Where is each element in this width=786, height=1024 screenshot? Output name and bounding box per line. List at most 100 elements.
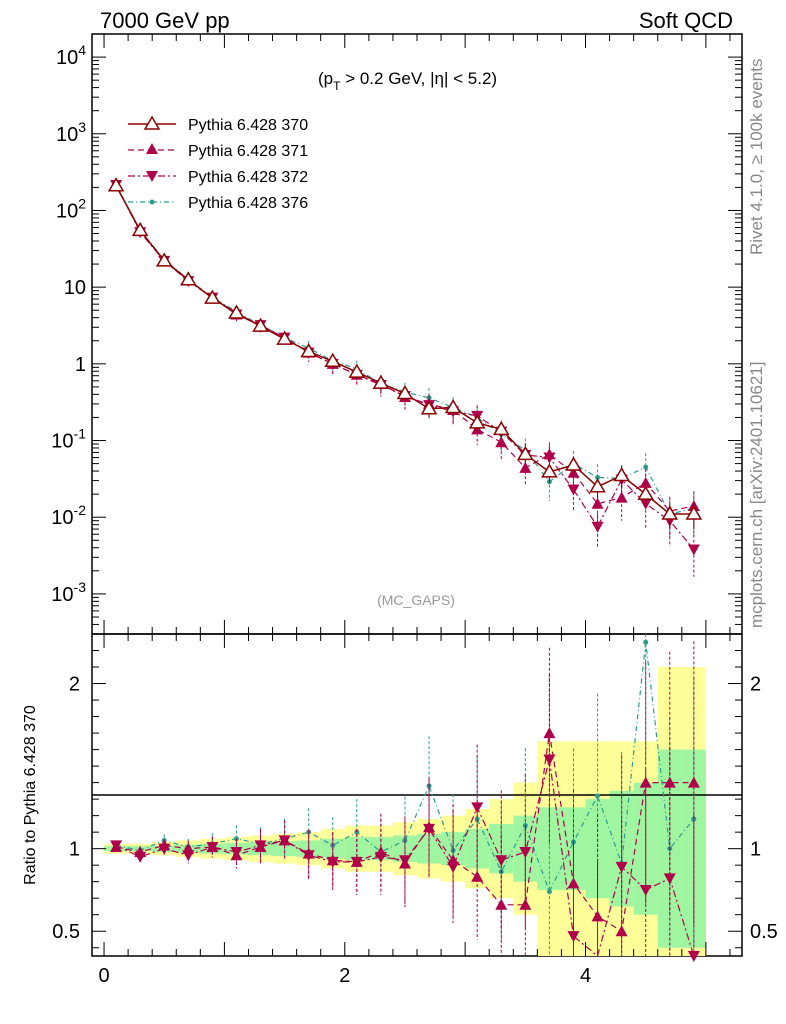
legend-entry-372: Pythia 6.428 372 (128, 169, 308, 186)
ratio-point (643, 639, 649, 645)
ratio-point (158, 839, 171, 851)
y-tick-label: 104 (56, 42, 86, 69)
series-line (115, 184, 695, 550)
side-label-events: Rivet 4.1.0, ≥ 100k events (747, 59, 766, 255)
ratio-series-371 (110, 641, 700, 956)
data-point (492, 420, 510, 436)
data-point (595, 474, 601, 480)
ratio-point (495, 898, 508, 910)
y-tick-label: 102 (56, 195, 86, 222)
ratio-y-tick-label-right: 0.5 (750, 921, 778, 943)
legend: Pythia 6.428 370 Pythia 6.428 371 Pythia… (128, 115, 308, 212)
ratio-point (595, 793, 601, 799)
band-inner-bin (344, 837, 369, 861)
legend-label-371: Pythia 6.428 371 (188, 143, 308, 160)
axes-group: 10-3 10-2 10-1 1 10 102 103 104 0 2 4 0.5 0.5 1 1 2 2 (51, 33, 778, 987)
data-point (396, 385, 414, 400)
ratio-point (254, 841, 267, 853)
data-point (107, 177, 125, 192)
data-point (685, 505, 703, 520)
legend-entry-376: Pythia 6.428 376 (128, 195, 308, 212)
band-inner-bin (272, 841, 297, 857)
ratio-y-tick-label: 1 (69, 839, 80, 861)
data-point (613, 467, 630, 482)
ratio-point (398, 857, 411, 869)
ratio-uncertainty-bands (104, 667, 706, 956)
y-tick-label: 10-1 (51, 426, 86, 453)
ratio-point (615, 925, 628, 937)
data-point (300, 342, 317, 358)
ratio-point (591, 910, 604, 922)
series-line (115, 185, 694, 512)
ratio-point (326, 854, 339, 866)
ratio-y-tick-label-right: 2 (750, 674, 761, 696)
ratio-point (447, 854, 460, 866)
ratio-point (302, 847, 315, 859)
data-point (643, 464, 649, 470)
data-point (228, 304, 245, 319)
x-tick-label: 4 (580, 965, 591, 987)
cut-label-sub: T (333, 79, 341, 93)
data-point (661, 505, 679, 520)
data-point (591, 497, 604, 509)
cut-label-rest: > 0.2 GeV, |η| < 5.2) (340, 69, 497, 88)
ratio-ylabel: Ratio to Pythia 6.428 370 (22, 705, 39, 885)
data-point (615, 491, 628, 503)
ratio-point (206, 841, 219, 853)
data-point (276, 330, 293, 345)
ratio-point (567, 877, 580, 889)
series-376 (113, 182, 697, 540)
y-tick-label: 103 (56, 119, 86, 146)
ratio-series-group (110, 634, 700, 962)
data-point (639, 476, 652, 488)
series-371 (110, 179, 700, 538)
ratio-point (182, 842, 195, 854)
legend-label-372: Pythia 6.428 372 (188, 169, 308, 186)
series-372 (110, 179, 700, 577)
series-line (115, 185, 694, 515)
data-point (495, 436, 508, 448)
data-point (179, 271, 197, 286)
data-point (468, 414, 486, 429)
legend-entry-371: Pythia 6.428 371 (128, 143, 308, 160)
data-point (155, 252, 173, 267)
ratio-point (471, 802, 484, 814)
ratio-y-tick-label: 0.5 (52, 921, 80, 943)
ratio-point (639, 776, 652, 788)
data-point (444, 398, 462, 414)
data-point (372, 374, 390, 389)
y-tick-label: 10-3 (51, 579, 86, 606)
y-tick-label: 10 (64, 277, 86, 299)
data-point (420, 400, 438, 415)
header-right: Soft QCD (639, 8, 733, 33)
y-tick-label: 10-2 (51, 502, 86, 529)
ratio-point (350, 855, 363, 867)
x-tick-label: 2 (339, 965, 350, 987)
ratio-y-tick-label: 2 (69, 674, 80, 696)
ratio-point (354, 829, 360, 835)
legend-label-370: Pythia 6.428 370 (188, 117, 308, 134)
ratio-point (110, 841, 123, 853)
data-point (541, 463, 558, 478)
ratio-point (471, 870, 484, 882)
side-label-source: mcplots.cern.ch [arXiv:2401.10621] (747, 362, 766, 628)
x-tick-label: 0 (98, 965, 109, 987)
ratio-point (546, 889, 552, 895)
data-point (204, 289, 221, 304)
y-tick-label: 1 (75, 354, 86, 376)
legend-label-376: Pythia 6.428 376 (188, 195, 308, 212)
cut-label-prefix: (p (318, 69, 333, 88)
data-point (637, 485, 655, 500)
top-series-group (107, 177, 703, 577)
cut-label: (pT > 0.2 GeV, |η| < 5.2) (318, 69, 497, 93)
data-point (324, 352, 342, 368)
ratio-point (374, 845, 387, 857)
watermark: (MC_GAPS) (377, 592, 455, 608)
data-point (543, 448, 556, 460)
data-point (348, 363, 366, 378)
ratio-point (639, 884, 652, 896)
ratio-point (423, 821, 436, 833)
data-point (591, 521, 604, 533)
ratio-point (543, 727, 556, 739)
